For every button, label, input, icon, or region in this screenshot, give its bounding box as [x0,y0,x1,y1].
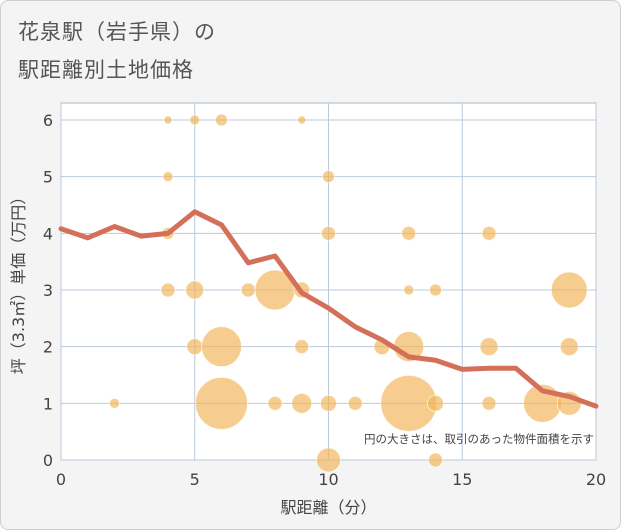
data-bubble [428,452,443,468]
data-bubble [215,113,228,127]
data-bubble [427,394,444,412]
data-bubble [322,170,335,184]
x-tick-label: 15 [452,470,472,489]
chart-title-line2: 駅距離別土地価格 [18,58,194,82]
y-tick-label: 0 [43,451,53,470]
data-bubble [481,395,497,411]
y-tick-label: 6 [43,111,53,130]
data-bubble [185,280,205,300]
data-bubble [401,225,417,241]
data-bubble [189,114,201,126]
data-bubble [316,447,341,473]
data-bubble [201,326,242,368]
data-bubble [162,171,174,183]
data-bubble [403,284,415,296]
data-bubble [481,225,497,241]
data-bubble [195,376,248,430]
data-bubble [347,395,363,411]
data-bubble [321,225,336,241]
y-axis-ticks: 0 1 2 3 4 5 6 [43,111,53,470]
y-tick-label: 4 [43,224,53,243]
y-axis-label: 坪（3.3㎡）単価（万円） [9,189,28,374]
x-tick-label: 20 [586,470,606,489]
data-bubble [186,338,204,356]
data-bubble [297,115,307,125]
x-axis-label: 駅距離（分） [280,498,376,517]
data-bubble [559,337,579,357]
average-price-line [58,209,599,409]
y-tick-label: 1 [43,394,53,413]
data-bubble [160,282,176,298]
y-tick-label: 5 [43,168,53,187]
x-tick-label: 10 [318,470,338,489]
data-bubble [240,282,256,298]
y-tick-label: 3 [43,281,53,300]
chart-title-line1: 花泉駅（岩手県）の [18,20,216,44]
bubble-size-note: 円の大きさは、取引のあった物件面積を示す [364,432,594,446]
x-tick-label: 0 [56,470,66,489]
data-bubble [109,397,120,409]
data-bubble [320,394,337,412]
x-tick-label: 5 [190,470,200,489]
data-bubble [479,337,499,357]
y-tick-label: 2 [43,338,53,357]
data-bubble [163,115,173,125]
data-bubble [291,392,313,414]
data-bubble [267,395,283,411]
x-axis-ticks: 0 5 10 15 20 [56,470,606,489]
data-bubble [429,283,442,297]
line-layer [58,209,599,409]
data-bubble [550,271,588,309]
data-bubble [294,339,310,355]
